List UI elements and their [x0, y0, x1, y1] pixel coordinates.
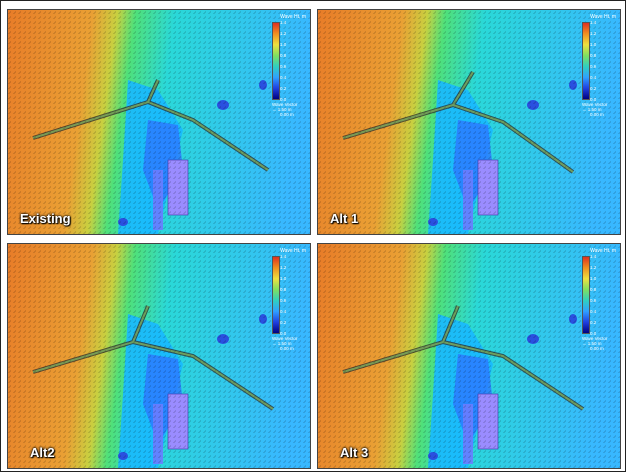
arrow-icon: →: [582, 107, 588, 112]
legend-ticks: 1.4 1.2 1.0 0.8 0.6 0.4 0.2 0.0: [590, 20, 616, 102]
legend-tick: 1.4: [590, 254, 597, 259]
vector-legend-min: 0.00 m: [280, 346, 294, 351]
color-scale-bar: [582, 22, 590, 100]
legend-tick: 0.0: [280, 97, 287, 102]
legend-title: Wave Ht, m: [590, 14, 616, 20]
wave-height-map: [318, 10, 620, 234]
legend-tick: 0.6: [590, 64, 597, 69]
vector-legend-arrow: → 1.50 m: [272, 341, 292, 346]
legend-tick: 1.0: [280, 42, 287, 47]
vector-legend-min: 0.00 m: [280, 112, 294, 117]
legend-tick: 0.4: [280, 309, 287, 314]
vector-legend-title: Wave Vector: [582, 336, 608, 341]
wave-vector-legend: Wave Vector → 1.50 m 0.00 m: [272, 336, 297, 351]
map-panel-existing: Wave Ht, m 1.4 1.2 1.0 0.8 0.6 0.4 0.2 0…: [7, 9, 311, 235]
map-panel-alt2: Wave Ht, m 1.4 1.2 1.0 0.8 0.6 0.4 0.2 0…: [7, 243, 311, 469]
wave-height-legend: Wave Ht, m 1.4 1.2 1.0 0.8 0.6 0.4 0.2 0…: [270, 14, 306, 132]
legend-tick: 0.4: [280, 75, 287, 80]
panel-label: Alt 3: [340, 445, 369, 460]
legend-tick: 0.4: [590, 309, 597, 314]
wave-height-legend: Wave Ht, m 1.4 1.2 1.0 0.8 0.6 0.4 0.2 0…: [580, 248, 616, 366]
legend-tick: 0.6: [590, 298, 597, 303]
vector-legend-arrow: → 1.50 m: [582, 107, 602, 112]
legend-ticks: 1.4 1.2 1.0 0.8 0.6 0.4 0.2 0.0: [280, 20, 306, 102]
wave-vector-legend: Wave Vector → 1.50 m 0.00 m: [272, 102, 297, 117]
vector-legend-title: Wave Vector: [582, 102, 608, 107]
vector-legend-title: Wave Vector: [272, 102, 298, 107]
panel-label: Alt2: [30, 445, 55, 460]
legend-tick: 0.2: [590, 86, 597, 91]
legend-tick: 1.0: [280, 276, 287, 281]
map-panel-alt-1: Wave Ht, m 1.4 1.2 1.0 0.8 0.6 0.4 0.2 0…: [317, 9, 621, 235]
vector-legend-arrow: → 1.50 m: [272, 107, 292, 112]
legend-tick: 1.0: [590, 42, 597, 47]
vector-legend-min: 0.00 m: [590, 112, 604, 117]
legend-tick: 0.0: [590, 97, 597, 102]
legend-tick: 0.2: [590, 320, 597, 325]
legend-tick: 0.4: [590, 75, 597, 80]
vector-legend-min: 0.00 m: [590, 346, 604, 351]
legend-tick: 0.0: [280, 331, 287, 336]
legend-title: Wave Ht, m: [590, 248, 616, 254]
wave-height-legend: Wave Ht, m 1.4 1.2 1.0 0.8 0.6 0.4 0.2 0…: [270, 248, 306, 366]
color-scale-bar: [272, 22, 280, 100]
wave-height-map: [8, 10, 310, 234]
legend-tick: 0.2: [280, 320, 287, 325]
legend-tick: 1.4: [590, 20, 597, 25]
legend-tick: 1.2: [280, 31, 287, 36]
vector-legend-title: Wave Vector: [272, 336, 298, 341]
legend-tick: 1.4: [280, 254, 287, 259]
wave-height-map: [8, 244, 310, 468]
legend-tick: 1.2: [280, 265, 287, 270]
arrow-icon: →: [582, 341, 588, 346]
vector-legend-arrow: → 1.50 m: [582, 341, 602, 346]
legend-tick: 0.8: [280, 53, 287, 58]
legend-ticks: 1.4 1.2 1.0 0.8 0.6 0.4 0.2 0.0: [280, 254, 306, 336]
color-scale-bar: [272, 256, 280, 334]
legend-tick: 1.2: [590, 265, 597, 270]
legend-tick: 1.0: [590, 276, 597, 281]
legend-tick: 0.0: [590, 331, 597, 336]
legend-tick: 0.6: [280, 298, 287, 303]
legend-tick: 0.8: [280, 287, 287, 292]
arrow-icon: →: [272, 107, 278, 112]
wave-vector-legend: Wave Vector → 1.50 m 0.00 m: [582, 336, 607, 351]
legend-tick: 0.6: [280, 64, 287, 69]
panel-label: Alt 1: [330, 211, 359, 226]
legend-title: Wave Ht, m: [280, 248, 306, 254]
wave-vector-legend: Wave Vector → 1.50 m 0.00 m: [582, 102, 607, 117]
legend-tick: 1.2: [590, 31, 597, 36]
legend-tick: 0.8: [590, 53, 597, 58]
legend-title: Wave Ht, m: [280, 14, 306, 20]
color-scale-bar: [582, 256, 590, 334]
legend-tick: 1.4: [280, 20, 287, 25]
map-panel-alt-3: Wave Ht, m 1.4 1.2 1.0 0.8 0.6 0.4 0.2 0…: [317, 243, 621, 469]
wave-height-legend: Wave Ht, m 1.4 1.2 1.0 0.8 0.6 0.4 0.2 0…: [580, 14, 616, 132]
panel-label: Existing: [20, 211, 71, 226]
wave-height-map: [318, 244, 620, 468]
arrow-icon: →: [272, 341, 278, 346]
legend-tick: 0.8: [590, 287, 597, 292]
legend-ticks: 1.4 1.2 1.0 0.8 0.6 0.4 0.2 0.0: [590, 254, 616, 336]
legend-tick: 0.2: [280, 86, 287, 91]
